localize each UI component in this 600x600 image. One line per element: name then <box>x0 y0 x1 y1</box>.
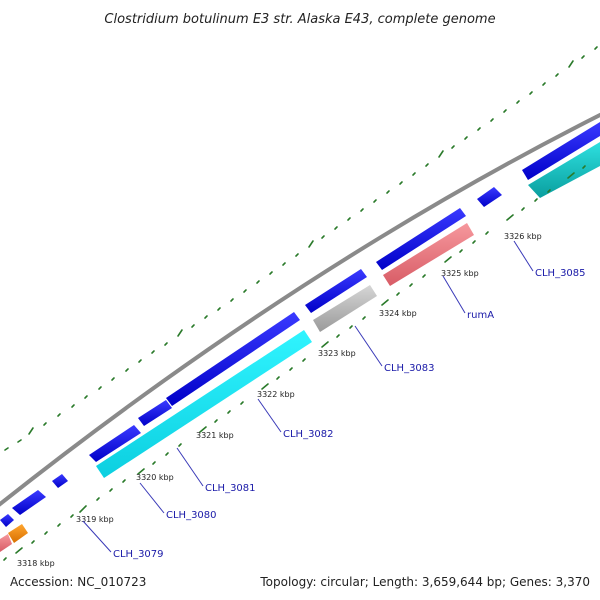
gene-label-clh-3082[interactable]: CLH_3082 <box>283 429 334 440</box>
gene-label-leaders <box>82 240 534 553</box>
tick-label: 3321 kbp <box>196 431 234 440</box>
gene-label-ruma[interactable]: rumA <box>467 310 494 321</box>
gene-feature[interactable] <box>313 285 377 332</box>
gene-feature[interactable] <box>166 312 300 406</box>
outer-dotted-ring <box>4 46 598 451</box>
gene-label-clh-3085[interactable]: CLH_3085 <box>535 268 586 279</box>
gene-feature[interactable] <box>52 474 68 488</box>
tick-label: 3324 kbp <box>379 309 417 318</box>
tick-label: 3323 kbp <box>318 349 356 358</box>
tick-label: 3326 kbp <box>504 232 542 241</box>
inner-tick-ring <box>3 165 586 561</box>
gene-label-clh-3079[interactable]: CLH_3079 <box>113 549 164 560</box>
gene-feature[interactable] <box>0 514 14 527</box>
gene-feature[interactable] <box>138 400 172 426</box>
gene-feature[interactable] <box>383 223 474 286</box>
gene-feature[interactable] <box>477 187 502 207</box>
gene-feature[interactable] <box>376 208 466 270</box>
gene-label-clh-3080[interactable]: CLH_3080 <box>166 510 217 521</box>
forward-strand-genes <box>0 122 600 527</box>
tick-label: 3325 kbp <box>441 269 479 278</box>
gene-label-clh-3081[interactable]: CLH_3081 <box>205 483 256 494</box>
gene-feature[interactable] <box>522 122 600 180</box>
gene-feature[interactable] <box>528 142 600 198</box>
gene-feature[interactable] <box>12 490 46 515</box>
tick-label: 3318 kbp <box>17 559 55 568</box>
gene-feature[interactable] <box>305 269 367 313</box>
gene-label-clh-3083[interactable]: CLH_3083 <box>384 363 435 374</box>
gene-feature[interactable] <box>96 330 312 478</box>
genome-summary-text: Topology: circular; Length: 3,659,644 bp… <box>259 575 590 589</box>
gene-labels: CLH_3079 CLH_3080 CLH_3081 CLH_3082 CLH_… <box>113 268 586 560</box>
tick-label: 3319 kbp <box>76 515 114 524</box>
tick-labels: 3318 kbp 3319 kbp 3320 kbp 3321 kbp 3322… <box>17 232 542 568</box>
genome-backbone <box>0 112 600 507</box>
gene-feature[interactable] <box>89 425 141 462</box>
tick-label: 3322 kbp <box>257 390 295 399</box>
reverse-strand-genes <box>0 142 600 552</box>
tick-label: 3320 kbp <box>136 473 174 482</box>
gene-feature[interactable] <box>8 524 28 543</box>
map-title: Clostridium botulinum E3 str. Alaska E43… <box>104 12 495 27</box>
accession-text: Accession: NC_010723 <box>10 575 146 589</box>
gene-feature[interactable] <box>0 534 12 552</box>
